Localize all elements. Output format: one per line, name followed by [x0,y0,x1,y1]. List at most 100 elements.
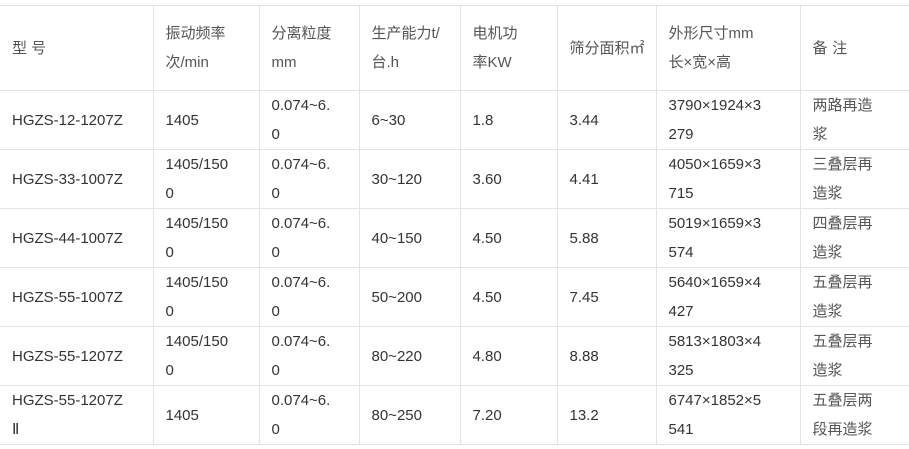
cell-frequency: 1405/1500 [152,208,260,268]
model-text: HGZS-55-1007Z [12,288,123,306]
capacity-text: 80~250 [371,406,422,424]
frequency-text: 1405 [165,111,199,129]
dimensions-text: 外形尺寸mm长×宽×高 [668,25,754,71]
cell-dimensions: 3790×1924×3279 [655,90,801,150]
table-row: HGZS-44-1007Z 1405/1500 0.074~6.0 40~150 4.5… [0,208,909,268]
remarks-text: 备 注 [812,38,848,57]
screen-area-text: 4.41 [569,170,599,188]
header-screen-area: 筛分面积㎡ [556,5,657,91]
model-text: HGZS-12-1207Z [12,111,123,129]
cell-separation-size: 0.074~6.0 [258,208,360,268]
cell-screen-area: 4.41 [556,149,657,209]
header-capacity: 生产能力t/台.h [358,5,461,91]
cell-frequency: 1405 [152,90,260,150]
screen-area-text: 8.88 [569,347,599,365]
model-text: 型 号 [12,39,47,57]
header-remarks: 备 注 [799,5,909,91]
cell-frequency: 1405 [152,385,260,445]
table-row: HGZS-55-1207Z 1405/1500 0.074~6.0 80~220 4.8… [0,326,909,386]
cell-motor-power: 4.80 [459,326,558,386]
model-text: HGZS-33-1007Z [12,170,123,188]
cell-motor-power: 7.20 [459,385,558,445]
header-motor-power: 电机功率KW [459,5,558,91]
cell-capacity: 40~150 [358,208,461,268]
separation-size-text: 分离粒度mm [271,25,332,71]
cell-model: HGZS-12-1207Z [0,90,154,150]
dimensions-text: 5019×1659×3574 [668,215,762,261]
motor-power-text: 3.60 [472,170,502,188]
capacity-text: 50~200 [371,288,422,306]
capacity-text: 40~150 [371,229,422,247]
separation-size-text: 0.074~6.0 [271,392,331,438]
motor-power-text: 1.8 [472,111,494,129]
remarks-text: 三叠层再造浆 [812,155,873,202]
cell-motor-power: 4.50 [459,267,558,327]
cell-separation-size: 0.074~6.0 [258,90,360,150]
cell-screen-area: 3.44 [556,90,657,150]
screen-area-text: 筛分面积㎡ [569,39,645,57]
motor-power-text: 4.50 [472,288,502,306]
cell-motor-power: 1.8 [459,90,558,150]
motor-power-text: 电机功率KW [472,25,518,71]
separation-size-text: 0.074~6.0 [271,333,331,379]
cell-capacity: 50~200 [358,267,461,327]
table-row: HGZS-55-1207ZⅡ 1405 0.074~6.0 80~250 7.20 13.… [0,385,909,445]
dimensions-text: 4050×1659×3715 [668,156,762,202]
cell-capacity: 6~30 [358,90,461,150]
screen-area-text: 5.88 [569,229,599,247]
dimensions-text: 5813×1803×4325 [668,333,762,379]
cell-model: HGZS-33-1007Z [0,149,154,209]
cell-screen-area: 7.45 [556,267,657,327]
cell-frequency: 1405/1500 [152,149,260,209]
cell-motor-power: 3.60 [459,149,558,209]
separation-size-text: 0.074~6.0 [271,156,331,202]
cell-screen-area: 13.2 [556,385,657,445]
dimensions-text: 3790×1924×3279 [668,97,762,143]
cell-separation-size: 0.074~6.0 [258,267,360,327]
table-row: HGZS-12-1207Z 1405 0.074~6.0 6~30 1.8 3.44 379… [0,90,909,150]
cell-remarks: 五叠层再造浆 [799,267,909,327]
capacity-text: 80~220 [371,347,422,365]
screen-area-text: 7.45 [569,288,599,306]
cell-dimensions: 5019×1659×3574 [655,208,801,268]
model-text: HGZS-44-1007Z [12,229,123,247]
cell-remarks: 三叠层再造浆 [799,149,909,209]
frequency-text: 1405/1500 [165,215,229,261]
cell-capacity: 30~120 [358,149,461,209]
cell-model: HGZS-55-1207Z [0,326,154,386]
remarks-text: 五叠层再造浆 [812,332,873,379]
separation-size-text: 0.074~6.0 [271,215,331,261]
cell-remarks: 五叠层两段再造浆 [799,385,909,445]
cell-dimensions: 4050×1659×3715 [655,149,801,209]
remarks-text: 五叠层再造浆 [812,273,873,320]
separation-size-text: 0.074~6.0 [271,97,331,143]
capacity-text: 生产能力t/台.h [371,25,440,71]
cell-frequency: 1405/1500 [152,326,260,386]
cell-frequency: 1405/1500 [152,267,260,327]
motor-power-text: 4.50 [472,229,502,247]
frequency-text: 1405/1500 [165,333,229,379]
table-row: HGZS-55-1007Z 1405/1500 0.074~6.0 50~200 4.5… [0,267,909,327]
cell-separation-size: 0.074~6.0 [258,326,360,386]
cell-motor-power: 4.50 [459,208,558,268]
screen-area-text: 13.2 [569,406,599,424]
model-text: HGZS-55-1207ZⅡ [12,392,123,438]
cell-separation-size: 0.074~6.0 [258,385,360,445]
cell-remarks: 五叠层再造浆 [799,326,909,386]
cell-model: HGZS-55-1007Z [0,267,154,327]
motor-power-text: 7.20 [472,406,502,424]
remarks-text: 两路再造浆 [812,96,873,143]
motor-power-text: 4.80 [472,347,502,365]
remarks-text: 五叠层两段再造浆 [812,391,873,438]
header-separation-size: 分离粒度mm [258,5,360,91]
cell-dimensions: 6747×1852×5541 [655,385,801,445]
cell-remarks: 两路再造浆 [799,90,909,150]
frequency-text: 1405/1500 [165,274,229,320]
dimensions-text: 5640×1659×4427 [668,274,762,320]
remarks-text: 四叠层再造浆 [812,214,873,261]
header-model: 型 号 [0,5,154,91]
frequency-text: 振动频率次/min [165,25,226,71]
dimensions-text: 6747×1852×5541 [668,392,762,438]
frequency-text: 1405 [165,406,199,424]
cell-capacity: 80~250 [358,385,461,445]
